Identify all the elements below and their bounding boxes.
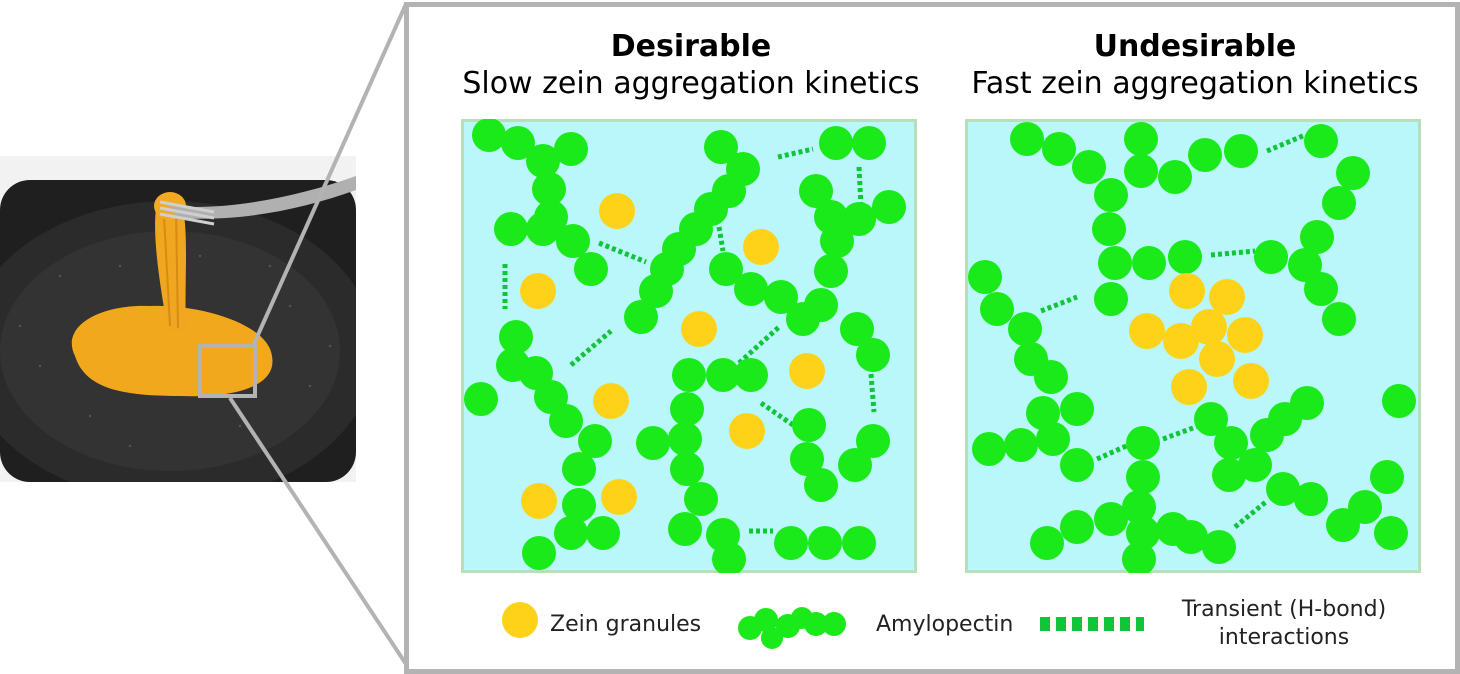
zoom-frame: Desirable Slow zein aggregation kinetics… — [404, 2, 1460, 674]
fork-handle — [170, 176, 356, 219]
zein-aggregate — [1129, 273, 1269, 405]
legend-amylopectin-label: Amylopectin — [876, 612, 1014, 637]
bonds — [1040, 132, 1306, 529]
bond-legend-icon — [1040, 617, 1144, 631]
legend: Zein granules Amylopectin Transient (H-b… — [404, 590, 1450, 660]
zein-legend-icon — [502, 602, 538, 638]
amylopectin-chains — [464, 119, 906, 573]
product-photo — [0, 156, 356, 482]
bonds — [502, 146, 877, 534]
legend-zein-label: Zein granules — [550, 612, 702, 637]
undesirable-panel — [965, 119, 1421, 573]
melted-cheese — [71, 305, 273, 397]
zoom-box — [198, 344, 257, 398]
amylopectin-legend-icon — [738, 607, 846, 649]
right-subtitle: Fast zein aggregation kinetics — [971, 66, 1419, 101]
legend-transient-label: Transient (H-bond) interactions — [1181, 597, 1387, 650]
fork-tines — [159, 200, 215, 226]
right-heading: Undesirable Fast zein aggregation kineti… — [935, 29, 1455, 103]
zein-granules — [520, 193, 825, 519]
left-subtitle: Slow zein aggregation kinetics — [462, 66, 920, 101]
amylopectin-chains — [968, 122, 1416, 573]
left-title: Desirable — [610, 29, 772, 64]
left-heading: Desirable Slow zein aggregation kinetics — [431, 29, 951, 103]
right-title: Undesirable — [1093, 29, 1297, 64]
desirable-panel — [461, 119, 917, 573]
